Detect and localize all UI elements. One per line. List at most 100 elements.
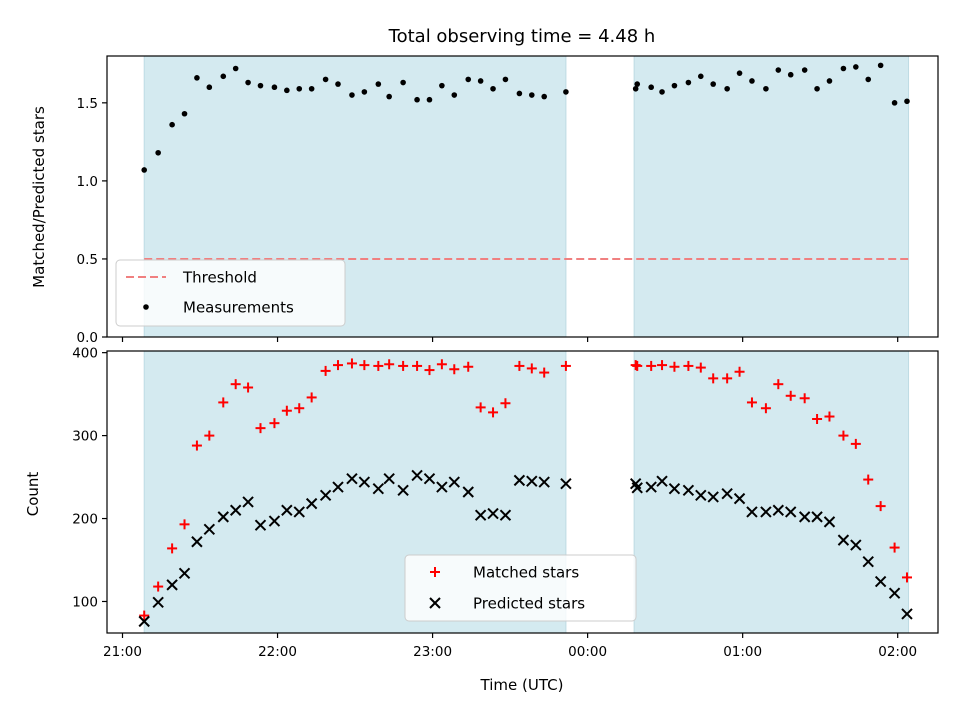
measurement-point — [685, 79, 692, 86]
predicted-star-point — [798, 511, 811, 523]
top-panel: 0.0 0.5 1.0 1.5 Matched/Predicted stars Thr… — [30, 55, 939, 346]
predicted-star-point — [760, 506, 772, 518]
matched-star-point — [875, 501, 886, 512]
matched-star-point — [560, 360, 571, 371]
predicted-star-point — [305, 497, 318, 510]
predicted-star-point — [888, 587, 901, 599]
measurement-point — [451, 92, 458, 98]
predicted-star-point — [254, 519, 267, 531]
predicted-star-point — [229, 504, 242, 516]
legend-measurement-swatch — [143, 304, 149, 310]
measurement-point — [763, 85, 769, 92]
y-tick-label: 1.0 — [77, 174, 98, 190]
matched-star-point — [488, 407, 499, 418]
matched-star-point — [243, 382, 254, 393]
predicted-star-point — [203, 523, 216, 536]
predicted-star-point — [850, 539, 862, 551]
predicted-star-point — [178, 567, 191, 579]
matched-star-point — [646, 360, 657, 371]
measurement-point — [206, 84, 213, 91]
bottom-count-points — [138, 358, 913, 628]
matched-star-point — [500, 398, 511, 409]
measurement-point — [477, 78, 484, 84]
top-y-axis-label: Matched/Predicted stars — [30, 106, 48, 288]
bot-plot-frame — [106, 350, 939, 634]
measurement-point — [826, 78, 833, 84]
measurement-point — [361, 89, 368, 95]
y-tick-label: 1.5 — [77, 96, 98, 112]
matched-star-point — [695, 362, 706, 373]
matched-star-point — [359, 360, 370, 371]
predicted-star-point — [631, 482, 643, 494]
predicted-star-point — [785, 506, 797, 518]
matched-star-point — [722, 373, 733, 384]
legend-label: Matched stars — [473, 564, 579, 582]
x-tick-label: 02:00 — [878, 644, 917, 660]
predicted-star-point — [332, 481, 344, 493]
x-axis-label: Time (UTC) — [480, 676, 564, 694]
measurement-point — [659, 89, 665, 95]
top-legend: Threshold Measurements — [115, 259, 346, 327]
matched-star-point — [812, 414, 823, 425]
x-tick-label: 23:00 — [413, 644, 452, 660]
matched-star-point — [773, 379, 784, 390]
matched-star-point — [657, 360, 668, 371]
matched-star-point — [889, 542, 900, 553]
measurement-point — [710, 81, 716, 87]
predicted-star-point — [281, 504, 293, 516]
predicted-star-point — [358, 476, 371, 488]
matched-star-point — [539, 367, 550, 378]
bottom-panel: 100 200 300 400 21:00 22:00 23:00 00:00 01:00 02:… — [24, 346, 939, 694]
measurement-point — [322, 76, 329, 83]
measurement-point — [840, 65, 847, 72]
bottom-y-axis-label: Count — [24, 472, 42, 517]
predicted-star-point — [242, 496, 254, 508]
y-tick-label: 300 — [72, 429, 98, 445]
measurement-point — [284, 87, 290, 94]
legend-frame — [115, 259, 346, 327]
matched-star-point — [463, 361, 474, 372]
legend-frame — [404, 554, 637, 622]
predicted-star-point — [513, 474, 526, 487]
measurement-point — [439, 82, 445, 89]
predicted-star-point — [474, 509, 487, 521]
predicted-star-point — [138, 615, 150, 628]
matched-star-point — [424, 365, 435, 376]
bottom-axes: 100 200 300 400 21:00 22:00 23:00 00:00 01:00 02:… — [72, 346, 939, 660]
top-measurement-points — [141, 62, 910, 173]
predicted-star-point — [499, 509, 512, 521]
legend-label: Threshold — [182, 269, 257, 287]
x-tick-label: 21:00 — [103, 644, 142, 660]
predicted-star-point — [874, 575, 887, 588]
measurement-point — [736, 70, 743, 76]
predicted-star-point — [526, 475, 538, 487]
matched-star-point — [850, 438, 861, 449]
measurement-point — [801, 67, 808, 73]
legend-label: Predicted stars — [473, 595, 585, 613]
matched-star-point — [179, 519, 190, 530]
matched-star-point — [669, 361, 680, 372]
matched-star-point — [734, 366, 745, 377]
measurement-point — [904, 98, 910, 105]
matched-star-point — [475, 402, 486, 413]
measurement-point — [400, 79, 406, 86]
measurement-point — [749, 78, 755, 84]
measurement-point — [697, 73, 704, 80]
measurement-point — [386, 93, 392, 100]
predicted-star-point — [423, 473, 436, 485]
measurement-point — [632, 85, 639, 92]
legend-predicted-swatch — [429, 597, 441, 609]
matched-star-point — [785, 390, 796, 401]
measurement-point — [414, 96, 420, 103]
matched-star-point — [412, 360, 423, 371]
predicted-star-point — [411, 469, 423, 482]
matched-star-point — [799, 393, 810, 404]
matched-star-point — [436, 359, 447, 370]
matched-star-point — [838, 430, 849, 441]
measurement-point — [375, 81, 382, 87]
matched-star-point — [863, 474, 874, 485]
predicted-star-point — [772, 504, 785, 516]
measurement-point — [349, 92, 355, 98]
predicted-star-point — [319, 489, 332, 502]
